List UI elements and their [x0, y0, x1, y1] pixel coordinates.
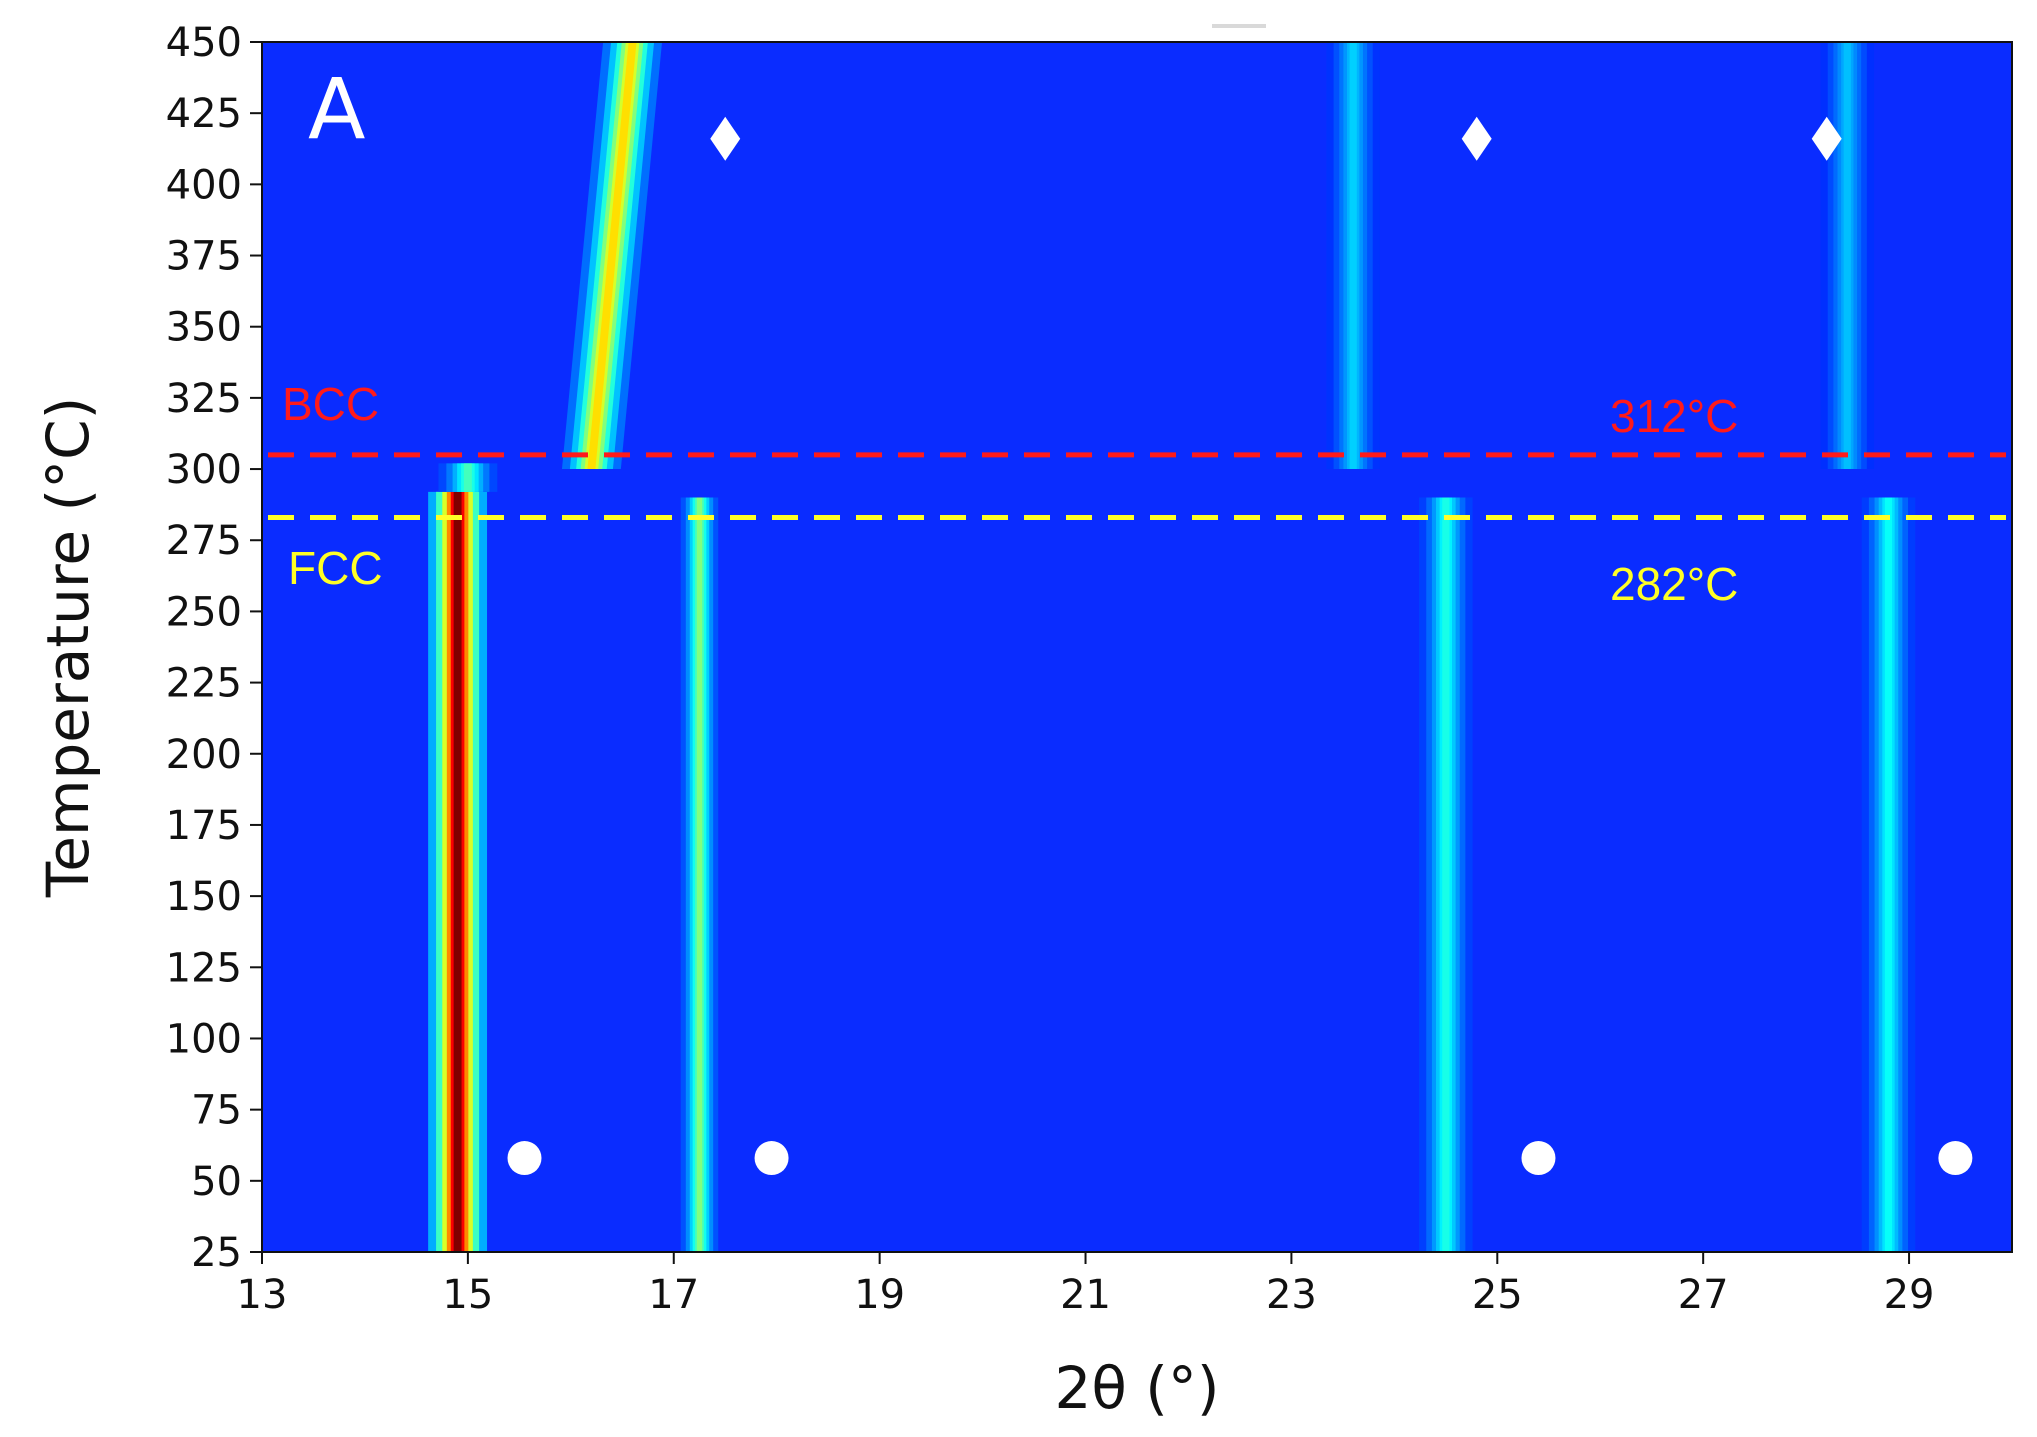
- y-tick-label: 100: [166, 1016, 242, 1062]
- y-tick-label: 400: [166, 162, 242, 208]
- peak-band: [1843, 42, 1851, 470]
- x-tick-label: 13: [237, 1272, 288, 1318]
- y-tick-label: 125: [166, 945, 242, 991]
- plot-background: [262, 42, 2012, 1252]
- fcc-circle-marker: [507, 1141, 542, 1176]
- x-tick-label: 21: [1060, 1272, 1111, 1318]
- diffraction-peak: [428, 491, 488, 1252]
- y-tick-label: 50: [191, 1159, 242, 1205]
- x-tick-label: 25: [1472, 1272, 1523, 1318]
- y-tick-label: 375: [166, 234, 242, 280]
- top-dash-mark: [1212, 24, 1266, 28]
- y-tick-label: 275: [166, 518, 242, 564]
- peak-band: [587, 42, 637, 470]
- y-tick-label: 200: [166, 732, 242, 778]
- reference-lines: [268, 452, 2006, 520]
- fcc-phase-label: FCC: [288, 542, 383, 594]
- peak-band: [453, 491, 462, 1252]
- y-tick-label: 150: [166, 874, 242, 920]
- y-tick-label: 325: [166, 376, 242, 422]
- peak-band: [696, 497, 703, 1252]
- y-tick-label: 225: [166, 661, 242, 707]
- plot-area: [262, 42, 2012, 1252]
- x-tick-label: 29: [1884, 1272, 1935, 1318]
- bcc-diamond-marker: [710, 116, 741, 161]
- fcc-circle-marker: [1521, 1141, 1556, 1176]
- diffraction-peak: [1419, 497, 1473, 1252]
- bcc-diamond-marker: [1461, 116, 1492, 161]
- peak-band: [1442, 497, 1450, 1252]
- diffraction-peaks: [428, 42, 1916, 1252]
- fcc-circle-marker: [1938, 1141, 1973, 1176]
- y-tick-label: 175: [166, 803, 242, 849]
- phase-markers: [507, 116, 1973, 1176]
- fcc-transition-temperature: 282°C: [1610, 558, 1738, 610]
- y-tick-label: 75: [191, 1088, 242, 1134]
- diffraction-peak: [1820, 42, 1875, 470]
- y-tick-label: 250: [166, 589, 242, 635]
- x-tick-label: 27: [1678, 1272, 1729, 1318]
- y-tick-label: 350: [166, 305, 242, 351]
- annotations: A BCC 312°C FCC 282°C: [282, 60, 1738, 610]
- x-axis: 13 15 17 19 21 23 25 27 29: [237, 1252, 1935, 1318]
- y-tick-label: 25: [191, 1230, 242, 1276]
- plot-frame: [261, 41, 2013, 1253]
- diffraction-peak: [1861, 497, 1916, 1252]
- peak-band: [463, 463, 472, 492]
- bcc-phase-label: BCC: [282, 378, 379, 430]
- y-axis-title: Temperature (°C): [34, 397, 102, 899]
- bcc-transition-temperature: 312°C: [1610, 390, 1738, 442]
- x-tick-label: 19: [854, 1272, 905, 1318]
- diffraction-peak: [561, 42, 663, 470]
- y-tick-label: 425: [166, 91, 242, 137]
- y-tick-label: 450: [166, 20, 242, 66]
- x-tick-label: 23: [1266, 1272, 1317, 1318]
- x-tick-label: 17: [648, 1272, 699, 1318]
- peak-band: [1349, 42, 1357, 470]
- x-axis-title: 2θ (°): [1054, 1354, 1219, 1422]
- peak-band: [1884, 497, 1893, 1252]
- y-axis: 25 50 75 100 125 150 175 200 225 250 275 300 325 350 3…: [166, 20, 262, 1276]
- diffraction-peak: [1326, 42, 1380, 470]
- diffraction-peak: [680, 497, 719, 1252]
- fcc-circle-marker: [754, 1141, 789, 1176]
- diffraction-peak: [438, 463, 498, 492]
- x-tick-label: 15: [442, 1272, 493, 1318]
- y-tick-label: 300: [166, 447, 242, 493]
- bcc-diamond-marker: [1811, 116, 1842, 161]
- panel-label: A: [308, 60, 365, 158]
